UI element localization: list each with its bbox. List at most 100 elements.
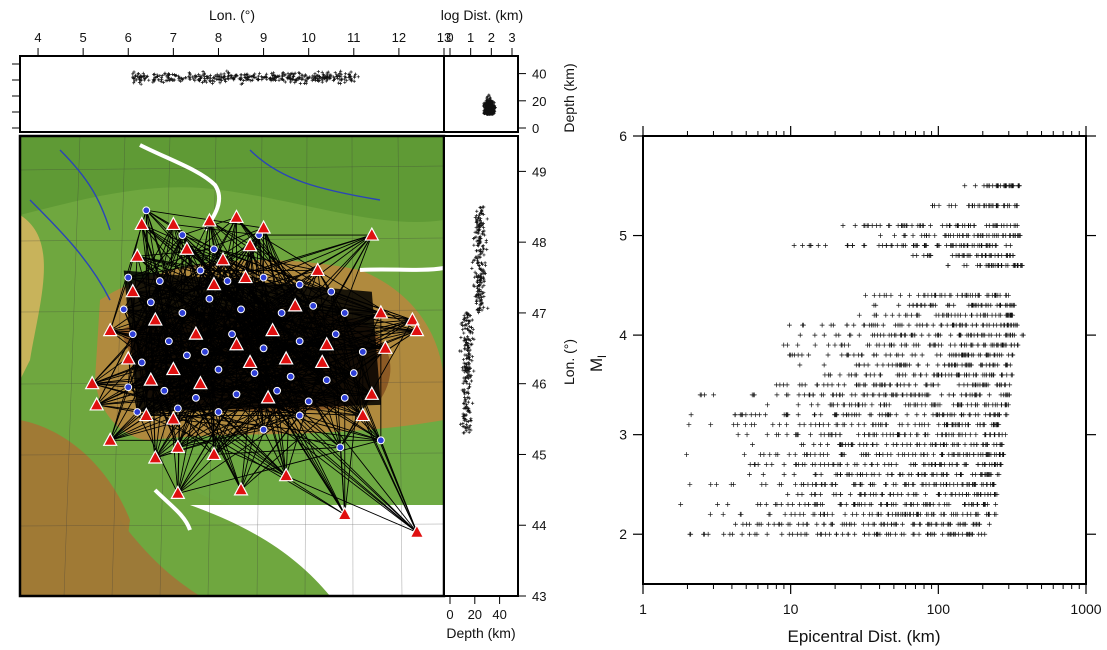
lat-tick-label: 49	[532, 164, 546, 179]
data-point	[480, 250, 485, 254]
data-point	[200, 80, 204, 85]
data-point	[763, 501, 769, 507]
epicenter-marker	[309, 301, 318, 310]
data-point	[774, 501, 780, 507]
data-point	[890, 482, 896, 487]
data-point	[180, 76, 184, 81]
data-point	[487, 97, 491, 101]
data-point	[132, 81, 136, 85]
data-point	[476, 225, 480, 229]
data-point	[982, 501, 987, 507]
data-point	[486, 101, 490, 104]
data-point	[833, 531, 839, 537]
data-point	[812, 462, 818, 467]
data-point	[232, 76, 236, 80]
epicenter-marker	[182, 351, 191, 360]
bottom-depth-axis-title: Depth (km)	[446, 625, 515, 641]
data-point	[268, 77, 272, 81]
data-point	[207, 76, 211, 80]
x-tick-label: 13	[437, 30, 451, 45]
data-point	[864, 442, 870, 448]
data-point	[818, 442, 823, 448]
epicenter-marker	[331, 330, 340, 339]
data-point	[226, 72, 231, 76]
station-marker	[373, 304, 389, 319]
data-point	[349, 79, 354, 83]
data-point	[480, 232, 484, 236]
data-point	[948, 521, 953, 527]
data-point	[475, 260, 480, 264]
data-point	[869, 462, 875, 467]
data-point	[482, 271, 486, 275]
data-point	[793, 462, 798, 467]
data-point	[842, 511, 848, 517]
data-point	[864, 472, 870, 477]
lat-tick-label: 47	[532, 306, 546, 321]
data-point	[334, 75, 338, 79]
epicenter-marker	[223, 277, 232, 285]
data-point	[840, 531, 846, 537]
data-point	[461, 357, 466, 362]
data-point	[754, 521, 760, 527]
data-point	[937, 462, 943, 467]
data-point	[479, 294, 483, 298]
ray-path	[177, 429, 264, 448]
data-point	[349, 70, 353, 74]
data-point	[786, 452, 792, 457]
data-point	[871, 492, 877, 497]
data-point	[223, 77, 228, 81]
station-marker	[242, 354, 258, 369]
data-point	[472, 258, 476, 262]
epicenter-marker	[273, 386, 282, 395]
data-point	[275, 74, 279, 78]
data-point	[175, 73, 179, 78]
ray-path	[380, 440, 418, 533]
data-point	[219, 78, 223, 82]
y-axis-title-main: M	[587, 358, 606, 372]
data-point	[461, 381, 465, 385]
data-point	[466, 391, 471, 396]
data-point	[929, 521, 935, 527]
data-point	[988, 492, 994, 497]
data-point	[986, 511, 992, 517]
epicenter-marker	[295, 280, 304, 289]
data-point	[889, 501, 895, 507]
ray-path	[213, 446, 341, 455]
data-point	[466, 335, 470, 339]
data-point	[982, 492, 988, 497]
border-line	[139, 143, 222, 232]
bottom-depth-tick-label: 40	[492, 607, 506, 622]
station-marker	[233, 481, 249, 496]
data-point	[911, 462, 916, 467]
data-point	[782, 511, 788, 517]
data-point	[234, 73, 238, 78]
data-point	[475, 290, 480, 294]
data-point	[874, 462, 880, 467]
data-point	[272, 76, 277, 80]
data-point	[155, 73, 159, 77]
data-point	[956, 492, 962, 497]
data-point	[871, 531, 877, 537]
data-point	[804, 531, 810, 537]
x-tick-label: 5	[80, 30, 87, 45]
data-point	[911, 482, 917, 487]
terrain-western-alps	[20, 420, 130, 596]
data-point	[466, 400, 470, 404]
data-point	[895, 452, 901, 457]
plot-frame	[642, 135, 1087, 585]
data-point	[343, 72, 348, 76]
data-point	[492, 105, 495, 108]
data-point	[460, 321, 464, 325]
data-point	[747, 472, 752, 477]
data-point	[755, 501, 761, 507]
data-point	[994, 472, 1000, 477]
epicenter-marker	[295, 411, 304, 420]
data-point	[261, 76, 265, 80]
data-point	[775, 452, 781, 457]
data-point	[298, 76, 302, 81]
data-point	[484, 238, 488, 242]
data-point	[889, 511, 895, 517]
data-point	[183, 75, 188, 80]
data-point	[298, 81, 302, 86]
lat-tick-label: 46	[532, 377, 546, 392]
